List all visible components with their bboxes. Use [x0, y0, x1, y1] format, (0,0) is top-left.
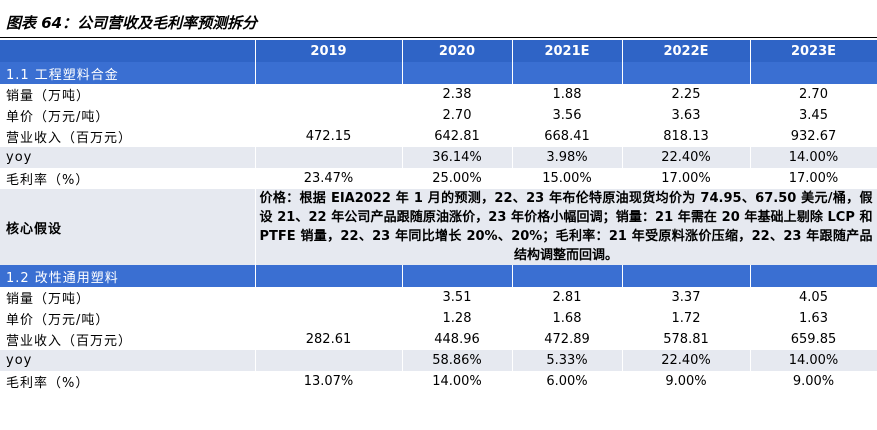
value-cell: 2.25 — [622, 84, 751, 105]
data-row: 单价（万元/吨） 1.28 1.68 1.72 1.63 — [0, 308, 877, 329]
section-cell — [622, 62, 751, 84]
row-label: 销量（万吨） — [0, 287, 256, 308]
value-cell: 17.00% — [750, 168, 877, 189]
value-cell: 6.00% — [512, 371, 623, 392]
row-label: yoy — [0, 147, 256, 168]
section-cell — [512, 265, 623, 287]
empty-cell — [255, 105, 403, 126]
value-cell: 659.85 — [750, 329, 877, 350]
header-cell — [0, 40, 256, 62]
section-cell — [255, 265, 403, 287]
value-cell: 818.13 — [622, 126, 751, 147]
value-cell: 3.45 — [750, 105, 877, 126]
section-cell — [512, 62, 623, 84]
value-cell: 1.68 — [512, 308, 623, 329]
value-cell: 1.28 — [402, 308, 513, 329]
value-cell: 22.40% — [622, 147, 751, 168]
value-cell: 472.89 — [512, 329, 623, 350]
value-cell: 932.67 — [750, 126, 877, 147]
empty-cell — [255, 84, 403, 105]
section-row: 1.2 改性通用塑料 — [0, 265, 877, 287]
section-cell — [402, 62, 513, 84]
figure-title: 图表 64：公司营收及毛利率预测拆分 — [6, 14, 258, 32]
data-row: yoy 58.86% 5.33% 22.40% 14.00% — [0, 350, 877, 371]
value-cell: 3.37 — [622, 287, 751, 308]
note-text: 价格：根据 EIA2022 年 1 月的预测，22、23 年布伦特原油现货均价为… — [255, 189, 877, 265]
note-row: 核心假设 价格：根据 EIA2022 年 1 月的预测，22、23 年布伦特原油现… — [0, 189, 877, 265]
row-label: 单价（万元/吨） — [0, 105, 256, 126]
section-cell — [622, 265, 751, 287]
data-row: 销量（万吨） 2.38 1.88 2.25 2.70 — [0, 84, 877, 105]
row-label: 营业收入（百万元） — [0, 126, 256, 147]
value-cell: 25.00% — [402, 168, 513, 189]
empty-cell — [255, 350, 403, 371]
empty-cell — [255, 147, 403, 168]
row-label: yoy — [0, 350, 256, 371]
row-label: 单价（万元/吨） — [0, 308, 256, 329]
value-cell: 23.47% — [255, 168, 403, 189]
column-header: 2021E — [512, 40, 623, 62]
section-title: 1.2 改性通用塑料 — [0, 265, 256, 287]
value-cell: 2.38 — [402, 84, 513, 105]
value-cell: 5.33% — [512, 350, 623, 371]
row-label: 毛利率（%） — [0, 371, 256, 392]
value-cell: 2.70 — [750, 84, 877, 105]
section-row: 1.1 工程塑料合金 — [0, 62, 877, 84]
value-cell: 2.70 — [402, 105, 513, 126]
value-cell: 9.00% — [750, 371, 877, 392]
value-cell: 13.07% — [255, 371, 403, 392]
data-row: 单价（万元/吨） 2.70 3.56 3.63 3.45 — [0, 105, 877, 126]
value-cell: 4.05 — [750, 287, 877, 308]
section-cell — [402, 265, 513, 287]
section-title: 1.1 工程塑料合金 — [0, 62, 256, 84]
column-header: 2020 — [402, 40, 513, 62]
value-cell: 472.15 — [255, 126, 403, 147]
value-cell: 3.98% — [512, 147, 623, 168]
data-row: 营业收入（百万元） 472.15 642.81 668.41 818.13 932.67 — [0, 126, 877, 147]
value-cell: 1.72 — [622, 308, 751, 329]
data-row: 毛利率（%） 13.07% 14.00% 6.00% 9.00% 9.00% — [0, 371, 877, 392]
empty-cell — [255, 308, 403, 329]
row-label: 毛利率（%） — [0, 168, 256, 189]
value-cell: 1.63 — [750, 308, 877, 329]
value-cell: 15.00% — [512, 168, 623, 189]
value-cell: 14.00% — [402, 371, 513, 392]
section-cell — [750, 265, 877, 287]
data-row: yoy 36.14% 3.98% 22.40% 14.00% — [0, 147, 877, 168]
value-cell: 14.00% — [750, 350, 877, 371]
column-header: 2023E — [750, 40, 877, 62]
value-cell: 9.00% — [622, 371, 751, 392]
data-row: 毛利率（%） 23.47% 25.00% 15.00% 17.00% 17.00% — [0, 168, 877, 189]
data-row: 营业收入（百万元） 282.61 448.96 472.89 578.81 659.85 — [0, 329, 877, 350]
row-label: 销量（万吨） — [0, 84, 256, 105]
column-header: 2019 — [255, 40, 403, 62]
value-cell: 2.81 — [512, 287, 623, 308]
value-cell: 14.00% — [750, 147, 877, 168]
data-row: 销量（万吨） 3.51 2.81 3.37 4.05 — [0, 287, 877, 308]
column-header: 2022E — [622, 40, 751, 62]
forecast-table: 2019 2020 2021E 2022E 2023E 1.1 工程塑料合金 销量（万吨） 2… — [0, 40, 877, 392]
value-cell: 3.51 — [402, 287, 513, 308]
value-cell: 3.56 — [512, 105, 623, 126]
value-cell: 22.40% — [622, 350, 751, 371]
section-cell — [255, 62, 403, 84]
section-cell — [750, 62, 877, 84]
note-label: 核心假设 — [0, 189, 256, 265]
value-cell: 282.61 — [255, 329, 403, 350]
table-body: 2019 2020 2021E 2022E 2023E 1.1 工程塑料合金 销量（万吨） 2… — [0, 40, 877, 392]
value-cell: 3.63 — [622, 105, 751, 126]
value-cell: 668.41 — [512, 126, 623, 147]
value-cell: 578.81 — [622, 329, 751, 350]
row-label: 营业收入（百万元） — [0, 329, 256, 350]
value-cell: 58.86% — [402, 350, 513, 371]
empty-cell — [255, 287, 403, 308]
value-cell: 1.88 — [512, 84, 623, 105]
value-cell: 642.81 — [402, 126, 513, 147]
title-rule — [0, 37, 877, 38]
value-cell: 36.14% — [402, 147, 513, 168]
value-cell: 448.96 — [402, 329, 513, 350]
value-cell: 17.00% — [622, 168, 751, 189]
header-row: 2019 2020 2021E 2022E 2023E — [0, 40, 877, 62]
